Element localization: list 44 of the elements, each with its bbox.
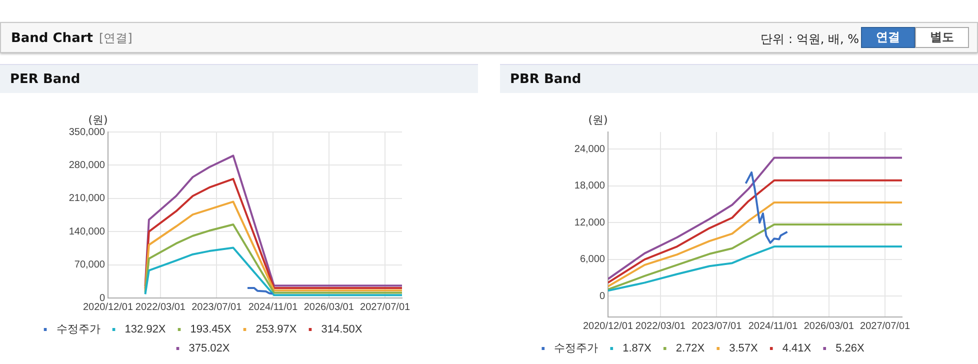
y-tick-label: 18,000 — [574, 180, 606, 192]
text: [연결] — [98, 31, 132, 45]
legend-label: 수정주가 — [56, 324, 100, 336]
y-tick-label: 210,000 — [68, 193, 106, 204]
y-tick-label: 280,000 — [68, 160, 106, 171]
legend-label: 3.57X — [729, 342, 759, 355]
y-tick-label: 12,000 — [574, 217, 606, 228]
x-tick-label: 2020/12/01 — [82, 302, 134, 313]
legend-label: 375.02X — [188, 342, 230, 355]
chart-title: PER Band — [0, 64, 478, 93]
legend-label: 수정주가 — [554, 342, 598, 355]
x-tick-label: 2023/07/01 — [192, 302, 242, 313]
x-tick-label: 2027/07/01 — [360, 302, 411, 313]
x-tick-label: 2020/12/01 — [582, 320, 634, 332]
legend-label: 132.92X — [124, 324, 166, 336]
y-axis-title: (원) — [588, 113, 608, 126]
x-tick-label: 2024/11/01 — [748, 320, 798, 332]
y-tick-label: 70,000 — [74, 260, 106, 271]
y-axis-title: (원) — [88, 113, 108, 126]
legend-label: 193.45X — [190, 324, 232, 336]
legend-label: 2.72X — [676, 342, 706, 355]
y-tick-label: 0 — [599, 290, 606, 302]
x-tick-label: 2026/03/01 — [304, 302, 354, 313]
x-tick-label: 2027/07/01 — [860, 320, 911, 332]
y-tick-label: 350,000 — [68, 126, 106, 138]
x-tick-label: 2023/07/01 — [692, 320, 742, 332]
x-tick-label: 2024/11/01 — [248, 302, 298, 313]
chart-title: PBR Band — [500, 64, 978, 93]
text: 연결 — [861, 27, 915, 48]
legend-label: 4.41X — [782, 342, 812, 355]
y-tick-label: 6,000 — [580, 254, 606, 266]
y-tick-label: 140,000 — [68, 226, 106, 238]
text: 단위 : 억원, 배, % — [760, 31, 859, 48]
x-tick-label: 2022/03/01 — [135, 302, 186, 313]
text: 별도 — [915, 27, 969, 48]
legend-label: 314.50X — [321, 324, 363, 336]
legend-label: 1.87X — [622, 342, 652, 355]
legend-label: 253.97X — [256, 324, 298, 336]
x-tick-label: 2022/03/01 — [635, 320, 686, 332]
y-tick-label: 0 — [99, 292, 106, 304]
x-tick-label: 2026/03/01 — [804, 320, 854, 332]
legend-label: 5.26X — [836, 342, 866, 355]
y-tick-label: 24,000 — [574, 144, 606, 155]
text: Band Chart — [11, 31, 93, 46]
